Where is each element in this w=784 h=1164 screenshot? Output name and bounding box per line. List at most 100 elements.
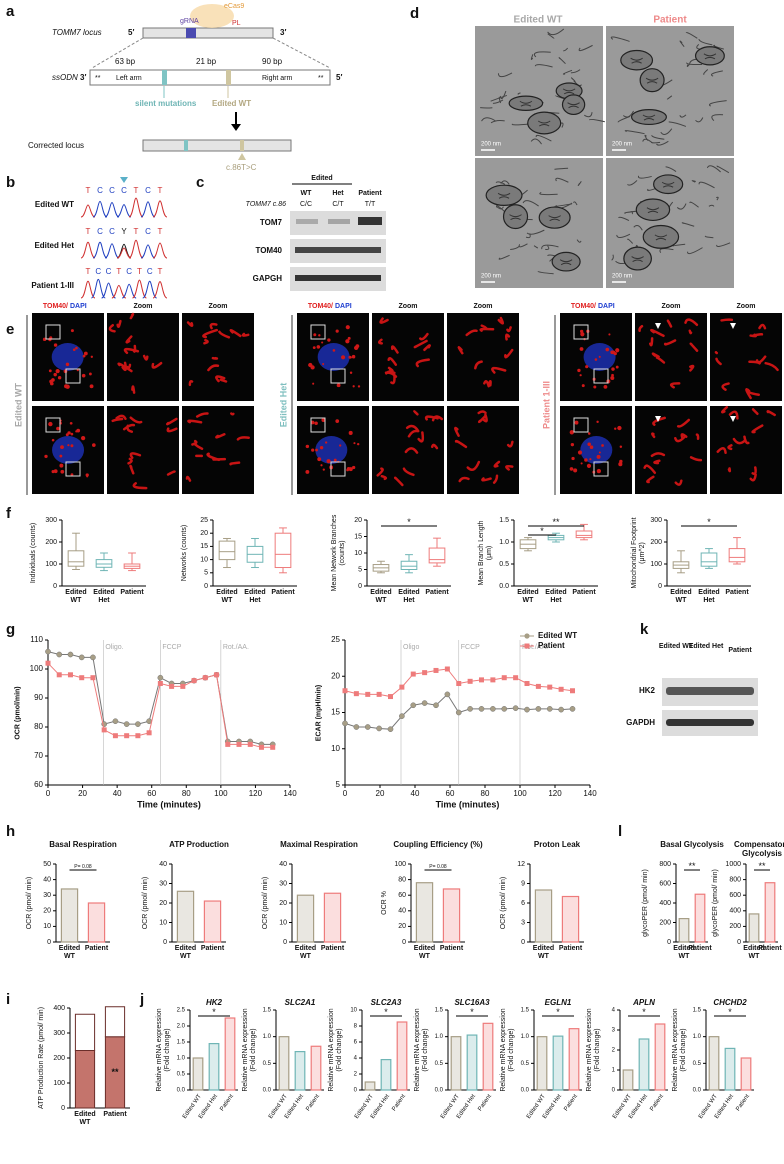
membrane <box>611 254 614 261</box>
mutation-label: c.86T>C <box>226 163 257 172</box>
y-axis-label: OCR (pmol/ min) <box>142 876 149 930</box>
y-tick-label: 0.0 <box>435 1088 444 1094</box>
mito-network <box>377 338 384 345</box>
membrane <box>686 63 690 67</box>
mito-network <box>402 467 415 477</box>
membrane <box>656 140 669 146</box>
y-tick-label: 15 <box>200 543 208 550</box>
chart-title: Compensatory Glycolysis <box>733 840 784 858</box>
mito-dot <box>336 383 341 388</box>
fluorescence-image <box>182 406 254 494</box>
x-tick-label: 80 <box>182 789 191 798</box>
mito-dot <box>349 371 353 374</box>
base: T <box>137 267 142 276</box>
arrowhead <box>655 323 661 329</box>
mito-dot <box>70 473 74 477</box>
mito-dot <box>594 358 598 361</box>
base: C <box>109 227 115 236</box>
column-label: Edited WT <box>659 643 694 650</box>
membrane <box>545 245 550 250</box>
membrane <box>562 69 573 75</box>
crista <box>631 256 644 262</box>
mito-network <box>202 328 219 339</box>
marker <box>236 741 242 747</box>
y-axis-label: Individuals (counts) <box>30 522 37 584</box>
x-tick-label: Edited WT <box>294 945 317 960</box>
mito-dot <box>70 444 74 448</box>
y-axis-label: Relative mRNA expression (Fold change) <box>328 1008 343 1092</box>
mito-dot <box>589 445 594 449</box>
mito-dot <box>598 451 601 454</box>
base: C <box>145 186 151 195</box>
y-tick-label: 0 <box>521 939 525 946</box>
y-axis-label: OCR (pmol/ min) <box>262 876 269 930</box>
mito-dot <box>322 468 325 471</box>
y-tick-label: 0.5 <box>263 1061 272 1067</box>
y-tick-label: 90 <box>34 693 43 702</box>
marker <box>225 741 231 747</box>
y-tick-label: 1000 <box>725 861 741 868</box>
fluorescence-image <box>107 406 179 494</box>
box <box>274 532 292 569</box>
bar <box>296 894 315 943</box>
mito-dot <box>67 431 71 435</box>
membrane <box>704 235 714 239</box>
box <box>95 559 113 568</box>
band <box>295 247 381 253</box>
legend-label: Patient <box>538 641 565 650</box>
mito-dot <box>314 421 318 426</box>
mito-dot <box>50 381 54 386</box>
bar <box>310 1045 322 1091</box>
x-tick-label: Patient <box>688 945 712 952</box>
base: T <box>158 186 163 195</box>
mito-network <box>206 452 221 462</box>
membrane <box>577 180 582 186</box>
x-tick-label: Edited WT <box>517 589 539 604</box>
marker <box>112 733 118 739</box>
x-tick-label: Patient <box>735 1093 751 1112</box>
y-tick-label: 300 <box>650 517 662 524</box>
base: C <box>147 267 153 276</box>
y-axis-label: Mitochondrial Footprint (μm^2) <box>631 517 646 589</box>
membrane <box>679 114 687 118</box>
y-tick-label: 0 <box>53 583 57 590</box>
chart-title: SLC2A1 <box>284 998 316 1007</box>
membrane <box>644 134 649 141</box>
mito-network <box>497 316 505 325</box>
trace-peak <box>152 200 168 218</box>
mito-dot <box>577 368 581 373</box>
mito-dot <box>305 469 310 474</box>
mito-network <box>720 318 734 322</box>
y-tick-label: 1.0 <box>177 1056 186 1062</box>
membrane <box>708 204 715 207</box>
membrane <box>666 95 673 100</box>
locus-bar <box>142 27 274 39</box>
y-tick-label: 5 <box>204 570 208 577</box>
mito-network <box>404 447 419 454</box>
marker <box>376 725 382 732</box>
row-label: Edited Het <box>34 241 74 250</box>
mito-network <box>695 433 700 440</box>
trace-peak <box>104 243 120 259</box>
zoom-box <box>573 324 589 340</box>
mito-network <box>466 460 481 471</box>
mito-network <box>751 424 764 434</box>
mito-dot <box>569 430 574 435</box>
mito-dot <box>335 329 339 333</box>
event-label: Rot./AA. <box>522 644 548 651</box>
y-tick-label: 100 <box>45 561 57 568</box>
phosphorothioate: ** <box>318 75 324 82</box>
y-tick-label: 0 <box>658 583 662 590</box>
crista <box>630 57 643 64</box>
mito-network <box>743 435 750 445</box>
mito-dot <box>577 450 583 455</box>
y-axis-label: OCR (pmol/ min) <box>500 876 507 930</box>
y-tick-label: 1.0 <box>263 1034 272 1040</box>
mito-network <box>663 339 677 346</box>
membrane <box>500 180 510 185</box>
column-label: Patient <box>728 647 752 654</box>
zoom-box <box>65 461 81 477</box>
base: T <box>116 267 121 276</box>
bar <box>192 1057 204 1091</box>
trace-peak <box>142 280 157 299</box>
